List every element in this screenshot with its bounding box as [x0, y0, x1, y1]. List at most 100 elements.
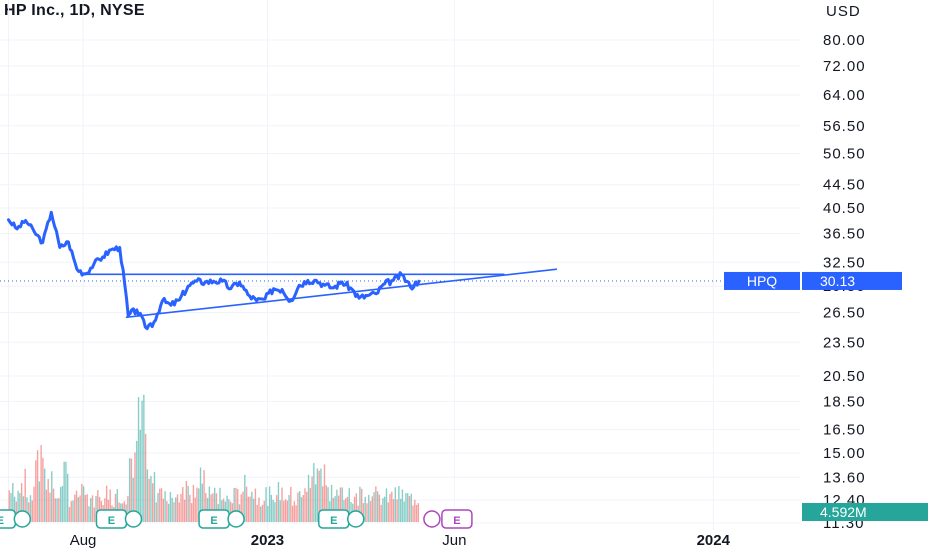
volume-bar: [387, 502, 389, 522]
volume-bar: [194, 497, 196, 522]
volume-bar: [337, 495, 340, 522]
volume-bar: [82, 486, 85, 522]
volume-bar: [327, 487, 329, 522]
volume-bar: [198, 488, 200, 522]
earnings-icon[interactable]: E: [0, 509, 32, 529]
volume-bar: [45, 489, 48, 522]
volume-bar: [408, 495, 411, 522]
volume-bar: [90, 498, 92, 522]
earnings-icon[interactable]: E: [423, 509, 473, 529]
volume-bar: [251, 491, 253, 522]
volume-bar: [187, 485, 189, 522]
volume-bar: [68, 507, 71, 522]
volume-bar: [74, 494, 76, 522]
volume-bar: [180, 493, 182, 522]
volume-bar: [152, 483, 154, 522]
volume-bar: [307, 474, 310, 522]
volume-bar: [215, 493, 218, 522]
time-tick-label: Jun: [442, 532, 466, 549]
volume-bar: [417, 503, 420, 522]
volume-bar: [203, 470, 205, 522]
volume-bar: [178, 502, 180, 522]
volume-bar: [185, 480, 188, 522]
volume-bar: [52, 488, 55, 522]
volume-bar: [378, 494, 381, 522]
volume-bar: [182, 487, 184, 522]
volume-bar: [407, 493, 409, 522]
volume-bar: [279, 500, 281, 522]
volume-bar: [334, 496, 336, 522]
volume-bar: [166, 501, 168, 522]
volume-bar: [77, 497, 80, 522]
volume-bar: [12, 483, 14, 522]
volume-bar: [283, 500, 285, 522]
volume-bar: [401, 489, 404, 522]
price-tick-label: 72.00: [823, 58, 866, 75]
earnings-letter: E: [210, 515, 217, 527]
volume-bar: [384, 496, 386, 522]
volume-bar: [320, 468, 322, 522]
earnings-icon[interactable]: E: [318, 509, 365, 529]
volume-bar: [205, 493, 207, 522]
volume-bar: [116, 489, 118, 522]
volume-bar: [143, 394, 145, 522]
chart-grid: [0, 0, 800, 530]
volume-bar: [93, 507, 95, 522]
trendlines: [83, 268, 558, 319]
volume-bar: [412, 505, 414, 522]
volume-bar: [297, 492, 299, 522]
volume-bar: [314, 484, 317, 522]
volume-bar: [141, 400, 143, 522]
price-tick-label: 80.00: [823, 32, 866, 49]
volume-bar: [59, 487, 62, 522]
volume-bars: [8, 394, 420, 522]
volume-bar: [38, 481, 41, 522]
volume-bar: [114, 493, 117, 522]
currency-label: USD: [826, 3, 861, 20]
earnings-icon[interactable]: E: [198, 509, 245, 529]
earnings-letter: E: [330, 515, 337, 527]
volume-bar: [249, 496, 251, 522]
volume-bar: [364, 496, 366, 522]
volume-bar: [155, 502, 157, 522]
volume-bar: [162, 498, 165, 522]
volume-bar: [136, 440, 138, 522]
volume-bar: [284, 499, 287, 522]
earnings-letter: E: [108, 515, 115, 527]
volume-bar: [15, 501, 18, 522]
volume-bar: [392, 499, 395, 522]
volume-bar: [128, 458, 131, 522]
time-axis: Aug 2023 Jun 2024: [70, 532, 731, 549]
volume-bar: [316, 468, 319, 522]
price-tag-value: 30.13: [820, 273, 855, 289]
volume-bar: [258, 497, 260, 522]
volume-bar: [159, 488, 161, 522]
volume-bar: [252, 498, 255, 522]
volume-bar: [336, 489, 338, 522]
volume-bar: [130, 458, 133, 522]
earnings-dot: [423, 510, 441, 528]
price-tick-label: 13.60: [823, 469, 866, 486]
volume-bar: [171, 497, 173, 522]
volume-bar: [330, 484, 333, 522]
price-tick-label: 50.50: [823, 146, 866, 163]
volume-bar: [164, 491, 166, 522]
volume-bar: [137, 397, 140, 522]
volume-tag-value: 4.592M: [820, 504, 867, 520]
volume-bar: [293, 501, 296, 522]
volume-bar: [175, 497, 177, 522]
volume-bar: [173, 502, 175, 522]
volume-bar: [72, 500, 74, 522]
volume-bar: [127, 495, 129, 522]
volume-bar: [247, 496, 250, 522]
volume-bar: [33, 486, 35, 522]
volume-bar: [267, 505, 269, 522]
earnings-icon[interactable]: E: [95, 509, 143, 529]
volume-bar: [359, 486, 361, 522]
volume-bar: [298, 491, 301, 522]
price-tick-label: 64.00: [823, 87, 866, 104]
volume-bar: [212, 493, 214, 522]
volume-bar: [368, 494, 370, 522]
